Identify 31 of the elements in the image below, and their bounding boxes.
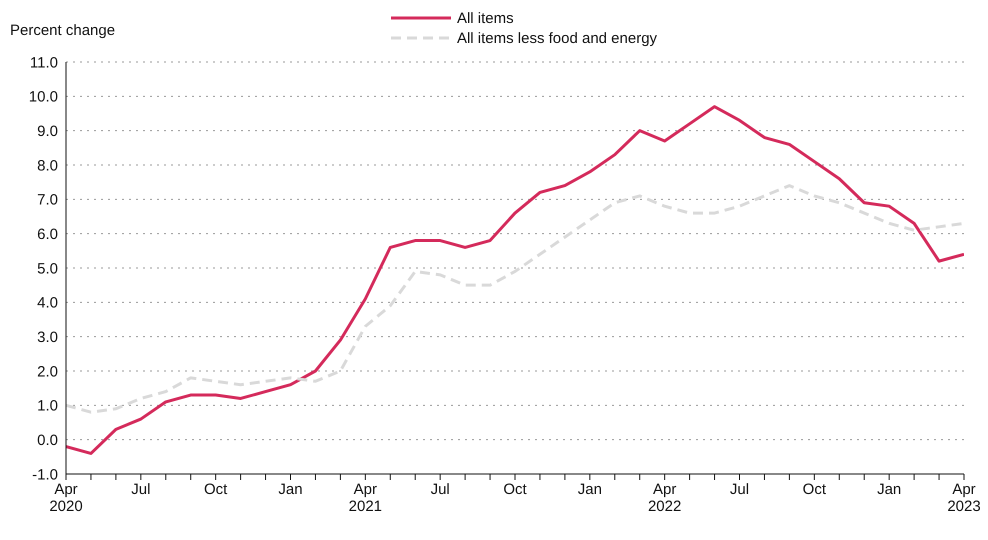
x-tick-label: Jul [730,481,750,498]
legend-label: All items less food and energy [456,30,658,46]
x-tick-label: Jan [278,481,303,498]
y-tick-label: 5.0 [37,260,58,278]
y-tick-label: -1.0 [32,466,58,484]
line-series [66,184,964,414]
y-tick-label: 7.0 [37,192,58,209]
y-tick-label: 4.0 [37,294,58,312]
y-tick-label: 1.0 [37,398,58,415]
x-tick-label: Apr 2022 [648,481,682,515]
x-tick-label: Jan [578,481,602,498]
y-tick-label: 11.0 [30,54,58,72]
y-tick-label: 2.0 [37,363,58,380]
x-tick-label: Jul [131,481,150,498]
x-tick-label: Jul [430,481,450,498]
y-tick-label: 8.0 [37,157,58,174]
legend-label: All items [456,10,514,26]
y-tick-label: 6.0 [37,226,58,243]
y-tick-label: 0.0 [37,432,58,449]
y-tick-label: 10.0 [28,88,58,106]
x-tick-label: Oct [802,481,827,498]
x-tick-label: Oct [204,481,228,498]
x-tick-label: Oct [503,481,528,498]
x-tick-label: Apr 2023 [947,481,981,515]
x-tick-label: Apr 2021 [348,481,382,515]
y-axis-title: Percent change [10,22,116,39]
x-tick-label: Jan [877,481,902,498]
line-series [66,105,964,455]
y-tick-label: 9.0 [37,122,58,140]
y-tick-label: 3.0 [37,328,58,346]
x-tick-label: Apr 2020 [49,481,83,515]
